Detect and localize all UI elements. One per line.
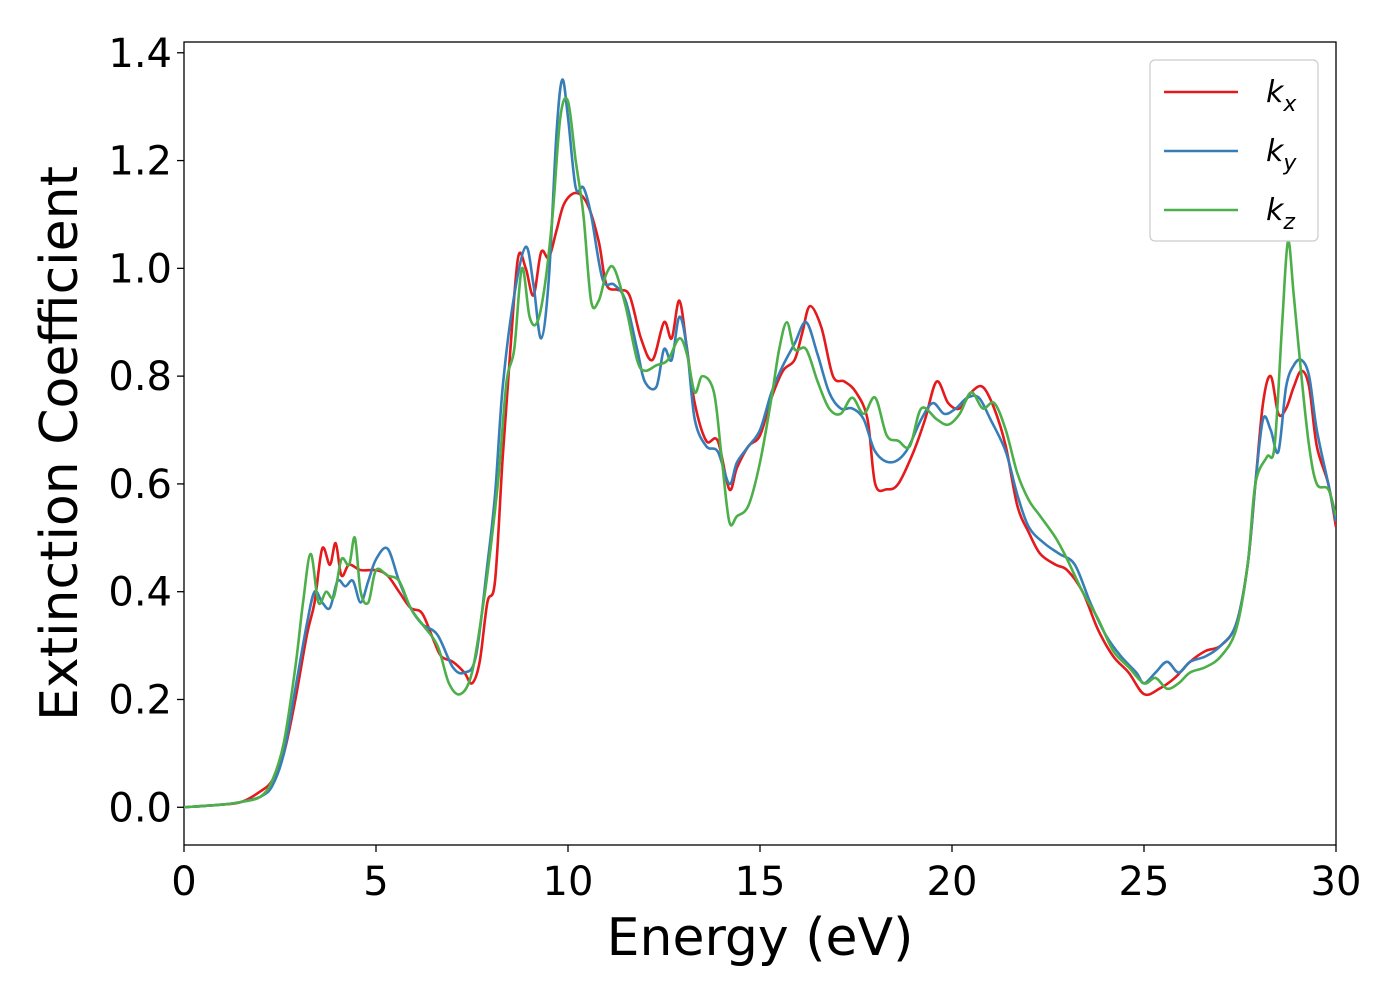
- x-tick-label: 10: [543, 859, 594, 905]
- y-tick-label: 1.4: [108, 31, 172, 77]
- y-tick-label: 0.8: [108, 354, 172, 400]
- legend-label-y: ky: [1266, 134, 1297, 176]
- y-tick-label: 0.6: [108, 462, 172, 508]
- x-axis-label: Energy (eV): [607, 908, 914, 968]
- x-tick-label: 0: [171, 859, 196, 905]
- y-tick-label: 0.2: [108, 677, 172, 723]
- series-line-z: [184, 96, 1336, 809]
- y-tick-label: 1.2: [108, 139, 172, 185]
- legend: kx ky kz: [1149, 59, 1319, 242]
- x-tick-label: 5: [363, 859, 388, 905]
- axes-group: 0 5 10 15 20 25 30 0.0 0.2 0.4 0.6 0.8 1.0 1.2 1.4 Ener…: [30, 31, 1361, 968]
- y-tick-label: 0.0: [108, 785, 172, 831]
- series-line-x: [184, 191, 1336, 809]
- x-tick-label: 15: [735, 859, 786, 905]
- x-tick-label: 25: [1119, 859, 1170, 905]
- legend-label-x: kx: [1266, 75, 1297, 117]
- y-tick-label: 1.0: [108, 246, 172, 292]
- series-group: [184, 78, 1336, 809]
- y-axis-label: Extinction Coefficient: [30, 166, 90, 721]
- y-tick-label: 0.4: [108, 570, 172, 616]
- legend-label-z: kz: [1266, 193, 1295, 235]
- x-tick-label: 20: [927, 859, 978, 905]
- x-tick-label: 30: [1311, 859, 1362, 905]
